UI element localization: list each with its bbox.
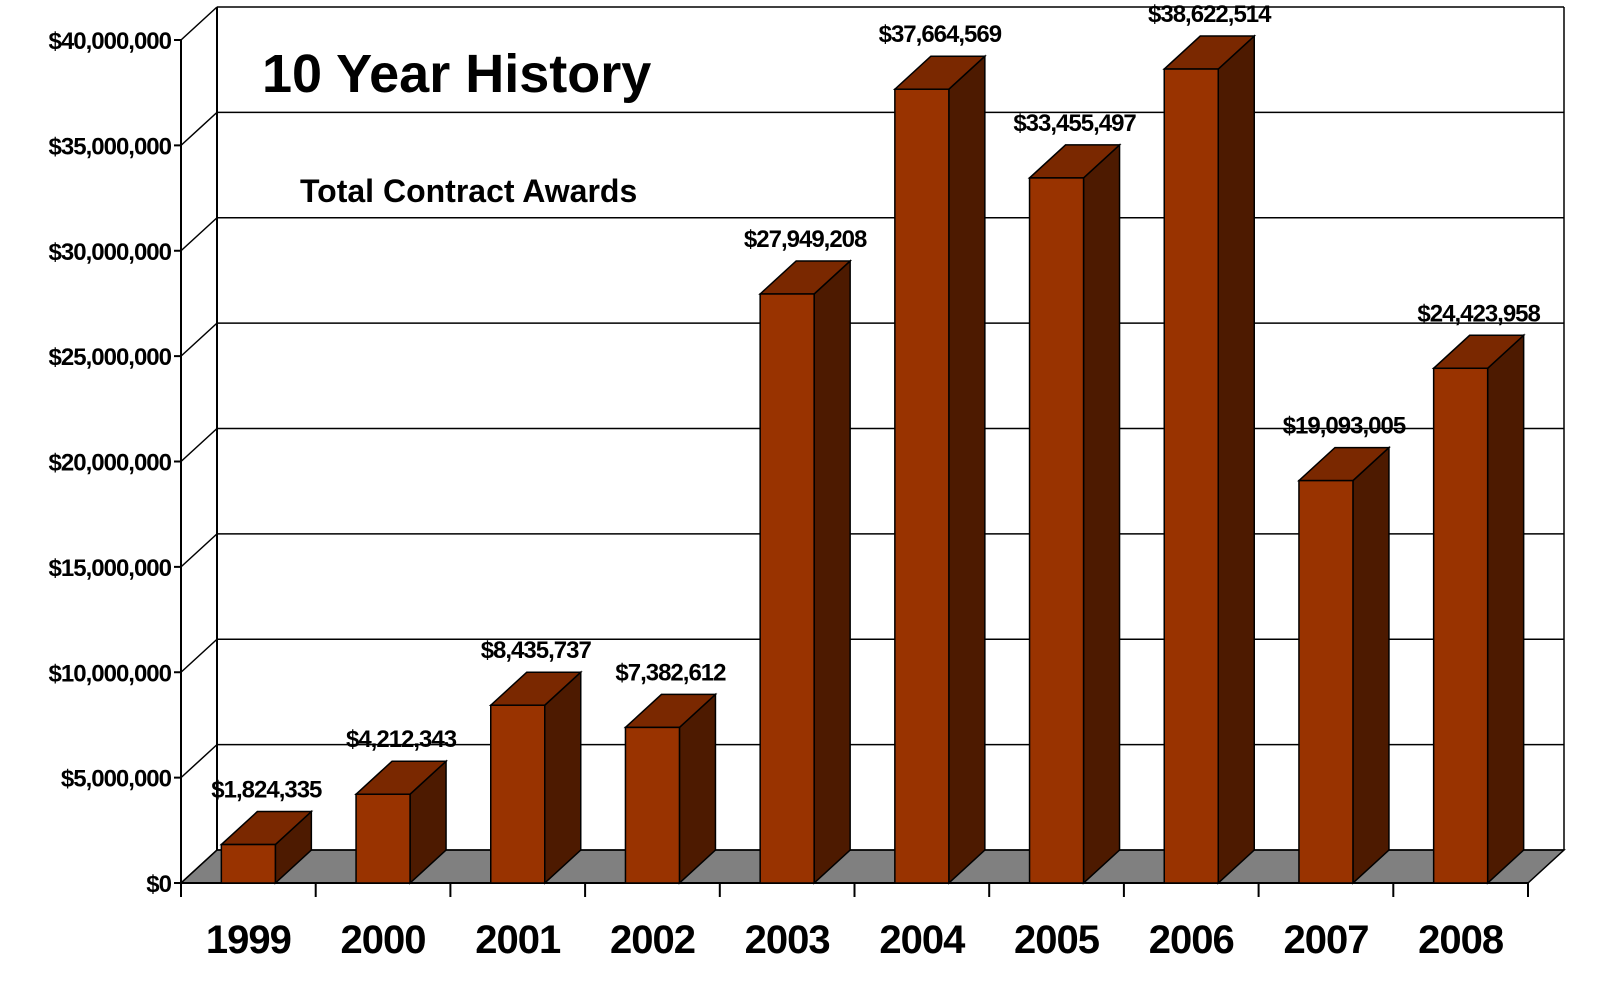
grid-line-side: [180, 111, 218, 146]
x-tick-label: 2003: [745, 918, 830, 962]
grid-line-side: [180, 638, 218, 673]
bar: [759, 293, 815, 884]
grid-line-side: [180, 849, 218, 884]
y-tick-label: $35,000,000: [49, 133, 172, 160]
data-label: $7,382,612: [615, 659, 726, 686]
y-tick-label: $10,000,000: [49, 660, 172, 687]
x-tick-label: 2002: [610, 918, 695, 962]
y-tick-label: $30,000,000: [49, 239, 172, 266]
bar-side: [813, 259, 851, 885]
data-label: $8,435,737: [481, 637, 592, 664]
x-tick-label: 1999: [206, 918, 291, 962]
y-tick-label: $25,000,000: [49, 344, 172, 371]
data-label: $19,093,005: [1283, 413, 1406, 440]
x-tick-label: 2004: [879, 918, 966, 962]
bar: [1298, 479, 1354, 884]
grid-line-side: [180, 6, 218, 41]
bar-side: [1217, 34, 1255, 885]
y-tick-label: $15,000,000: [49, 555, 172, 582]
bar: [894, 88, 950, 884]
chart-title: 10 Year History: [262, 44, 651, 104]
x-tick-label: 2007: [1283, 918, 1368, 962]
bar: [220, 843, 277, 884]
y-tick-label: $20,000,000: [49, 450, 172, 477]
x-tick-label: 2000: [341, 918, 426, 962]
bar: [490, 704, 546, 884]
grid-line-side: [180, 744, 218, 779]
x-tick-label: 2008: [1418, 918, 1504, 962]
data-label: $27,949,208: [744, 226, 867, 253]
bar-side: [544, 670, 582, 885]
data-label: $33,455,497: [1013, 110, 1136, 137]
chart-subtitle: Total Contract Awards: [300, 173, 637, 209]
grid-line-side: [180, 322, 218, 357]
bar-side: [948, 54, 986, 885]
data-label: $38,622,514: [1148, 1, 1272, 28]
data-label: $4,212,343: [346, 726, 457, 753]
y-tick-label: $0: [146, 871, 171, 898]
bar: [1432, 367, 1489, 884]
grid-line-side: [180, 217, 218, 252]
data-label: $37,664,569: [879, 21, 1002, 48]
bar: [1028, 177, 1085, 884]
bar: [1163, 68, 1219, 884]
bar-side: [1082, 143, 1121, 885]
y-tick-label: $5,000,000: [61, 766, 172, 793]
x-tick-label: 2006: [1149, 918, 1234, 962]
y-tick-label: $40,000,000: [49, 28, 172, 55]
grid-line-side: [180, 533, 218, 568]
data-label: $24,423,958: [1417, 300, 1540, 327]
bar: [624, 726, 681, 884]
x-tick-label: 2005: [1014, 918, 1100, 962]
x-tick-label: 2001: [475, 918, 561, 962]
grid-line-side: [180, 427, 218, 463]
bar-side: [1352, 445, 1390, 885]
data-label: $1,824,335: [211, 777, 322, 804]
bar: [355, 793, 411, 884]
bar-side: [1486, 333, 1525, 885]
